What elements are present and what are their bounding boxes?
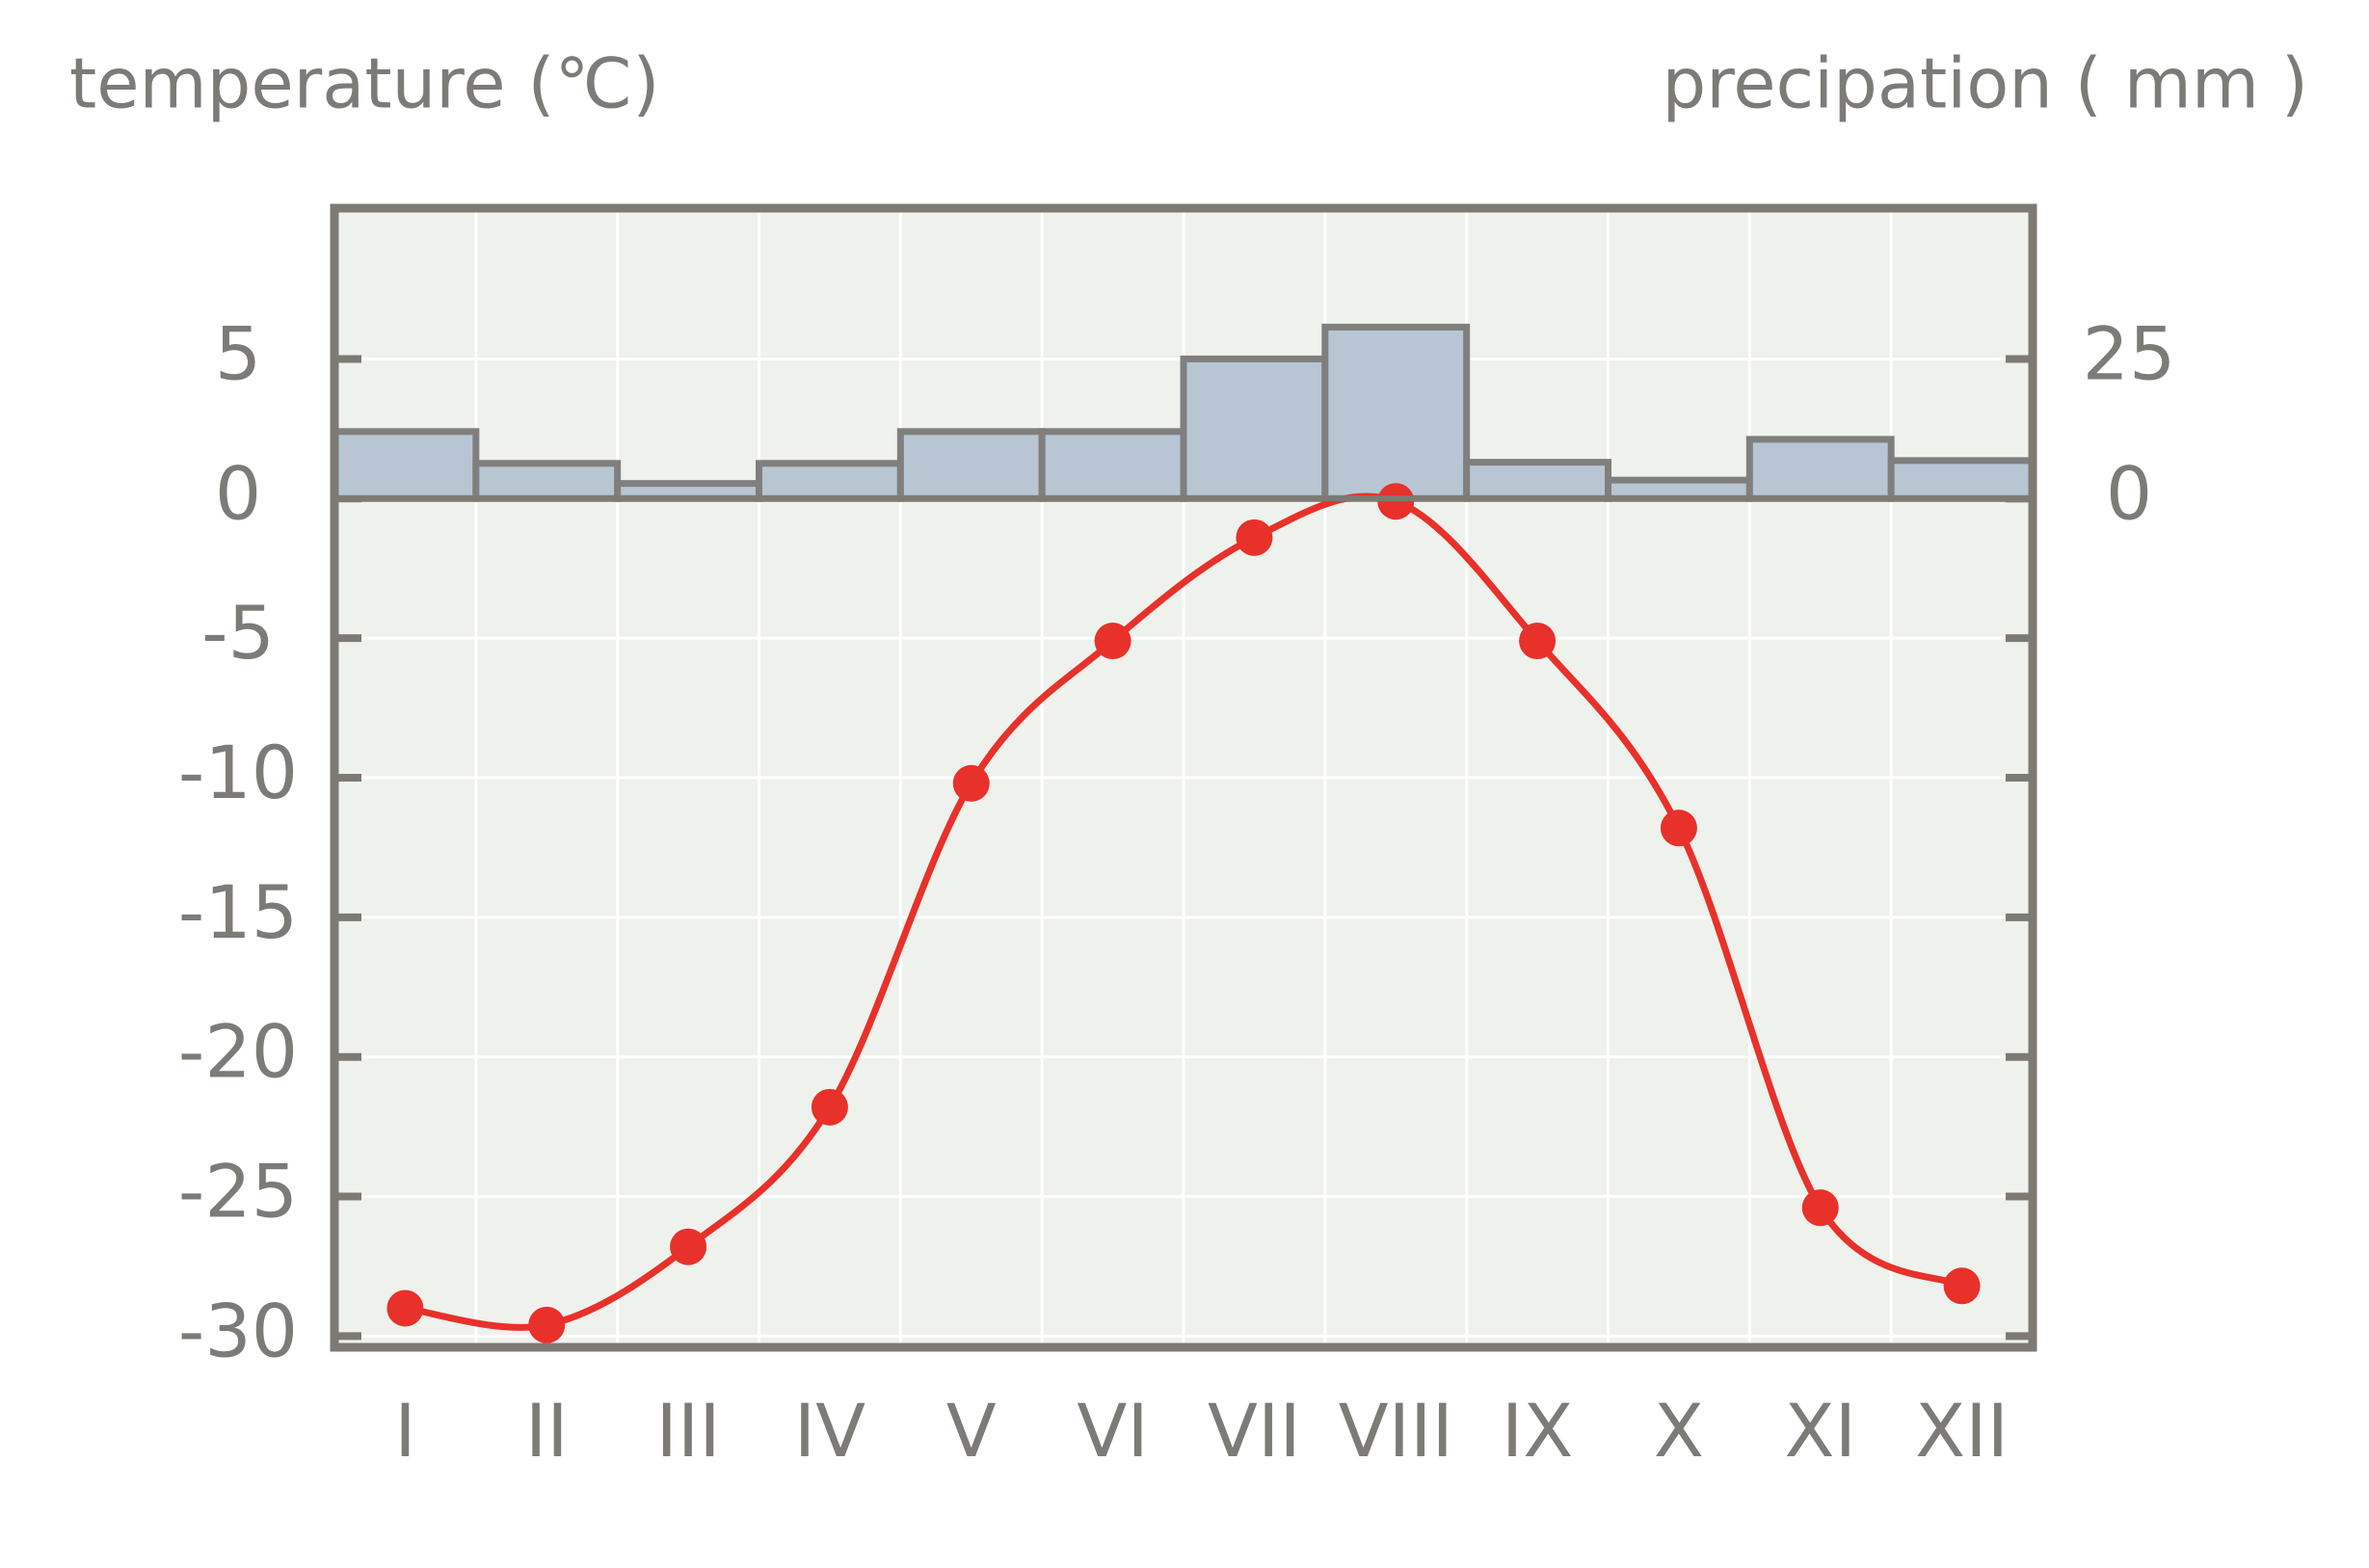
x-tick-label: XI [1785,1388,1856,1474]
point [1660,810,1697,847]
bar [1321,323,1471,502]
y-tick-label: -20 [178,1009,298,1095]
bar [472,460,622,502]
y-tick-label: -10 [178,730,298,815]
bar [1745,436,1895,502]
y-tick-label: 0 [215,450,261,536]
bar [1887,457,2036,502]
y2-tick-label: 0 [2106,450,2152,536]
x-tick-label: V [946,1388,997,1474]
y-tick-label: 5 [215,310,261,396]
x-tick-label: VIII [1339,1388,1453,1474]
y-axis-label: temperature (℃) [69,43,660,124]
point [1519,623,1557,660]
point [1236,518,1273,556]
x-tick-label: I [394,1388,415,1474]
x-tick-label: VI [1077,1388,1148,1474]
x-tick-label: IX [1502,1388,1573,1474]
point [1943,1267,1981,1305]
y-tick-label: -5 [201,590,275,676]
bar [756,460,904,502]
x-tick-label: X [1654,1388,1704,1474]
y-tick-label: -25 [178,1149,298,1235]
bar [896,428,1046,502]
x-tick-label: II [525,1388,569,1474]
point [528,1306,566,1343]
y-tick-label: -15 [178,869,298,955]
point [670,1228,707,1265]
x-tick-label: VII [1208,1388,1301,1474]
y2-axis-label: precipation ( mm ) [1663,43,2308,124]
bar [1180,355,1329,502]
point [1801,1189,1839,1227]
point [386,1289,424,1327]
y-tick-label: -30 [178,1288,298,1373]
bar [1463,459,1611,502]
x-tick-label: III [655,1388,720,1474]
x-tick-label: IV [794,1388,865,1474]
point [952,764,990,802]
point [811,1088,848,1126]
bar [331,428,480,502]
plot-frame [330,203,2037,1352]
point [1094,623,1131,660]
y2-tick-label: 25 [2083,310,2176,396]
bar [1038,428,1187,502]
x-tick-label: XII [1915,1388,2009,1474]
